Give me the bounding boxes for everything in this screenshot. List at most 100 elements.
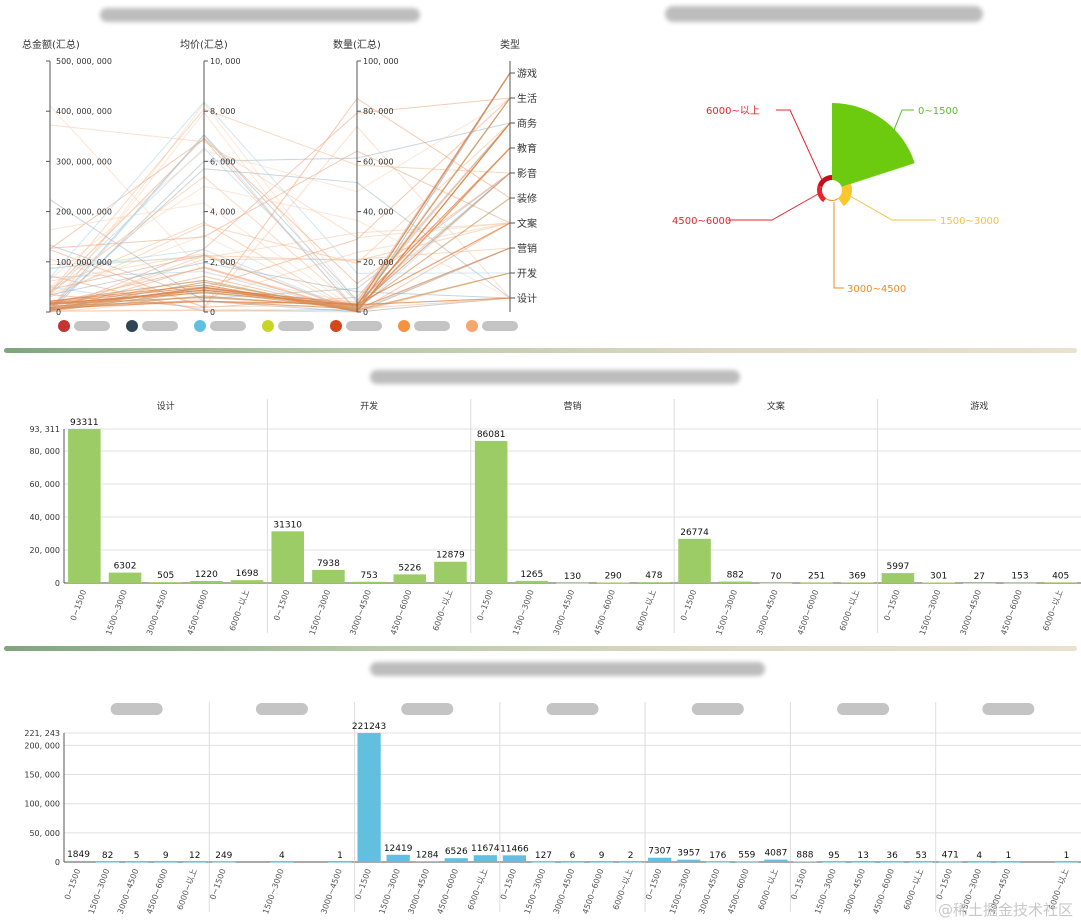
bar[interactable]	[996, 861, 1020, 863]
bar[interactable]	[473, 855, 497, 862]
pc-line	[49, 222, 511, 313]
bar[interactable]	[840, 582, 874, 583]
bar[interactable]	[851, 861, 875, 863]
bar[interactable]	[271, 531, 305, 583]
bar[interactable]	[589, 861, 614, 863]
bar[interactable]	[68, 429, 101, 583]
bar[interactable]	[95, 861, 120, 863]
bar[interactable]	[515, 580, 549, 583]
legend-label-blurred	[346, 321, 382, 331]
bar-value-label: 12	[189, 851, 200, 861]
panel-title: 文案	[767, 400, 785, 412]
bar[interactable]	[1003, 582, 1037, 584]
bar[interactable]	[963, 582, 996, 584]
bar[interactable]	[352, 581, 386, 583]
bar[interactable]	[149, 582, 182, 583]
rose-sector-1500-3000[interactable]	[837, 183, 852, 207]
bar[interactable]	[108, 572, 142, 583]
bar[interactable]	[938, 861, 962, 863]
legend-dot[interactable]	[330, 320, 342, 332]
bar[interactable]	[190, 580, 223, 583]
bar[interactable]	[596, 582, 630, 584]
bar[interactable]	[677, 859, 701, 862]
x-tick-label: 1500~3000	[813, 868, 838, 916]
bar[interactable]	[444, 858, 468, 862]
bar[interactable]	[556, 582, 589, 584]
bar[interactable]	[967, 861, 991, 863]
bar[interactable]	[212, 861, 236, 863]
bar-value-label: 290	[605, 572, 622, 582]
x-tick-label: 0~1500	[789, 868, 808, 901]
bar[interactable]	[909, 861, 933, 863]
y-tick-label: 20, 000	[29, 546, 60, 555]
bar[interactable]	[922, 582, 955, 584]
bar[interactable]	[386, 854, 410, 862]
x-tick-label: 4500~6000	[186, 589, 211, 637]
bar[interactable]	[66, 860, 91, 862]
rose-label: 1500~3000	[940, 216, 999, 227]
bar[interactable]	[764, 859, 788, 862]
bar[interactable]	[357, 733, 381, 862]
panel-title-blurred	[546, 703, 599, 715]
bar[interactable]	[881, 573, 915, 583]
bar[interactable]	[502, 855, 527, 862]
legend-dot[interactable]	[58, 320, 70, 332]
bar[interactable]	[415, 861, 439, 862]
bar-value-label: 5997	[886, 562, 909, 572]
x-tick-label: 0~1500	[935, 868, 954, 901]
bar[interactable]	[531, 861, 556, 863]
bar[interactable]	[793, 861, 817, 863]
rose-sector-4500-6000[interactable]	[817, 185, 827, 203]
legend-dot[interactable]	[398, 320, 410, 332]
legend-dot[interactable]	[194, 320, 206, 332]
bar[interactable]	[230, 580, 264, 583]
pc-line	[49, 262, 511, 299]
bar[interactable]	[393, 574, 427, 583]
bar[interactable]	[474, 440, 508, 583]
pc-line	[49, 97, 511, 308]
panel-title: 营销	[563, 400, 581, 412]
rose-label: 3000~4500	[847, 284, 906, 295]
bar-value-label: 4	[279, 851, 285, 861]
rose-sector-0-1500[interactable]	[832, 103, 915, 187]
bar[interactable]	[183, 861, 207, 863]
legend-dot[interactable]	[466, 320, 478, 332]
bar[interactable]	[434, 561, 467, 583]
bar-value-label: 888	[796, 850, 813, 860]
bar-value-label: 70	[770, 572, 782, 582]
bar[interactable]	[880, 861, 904, 863]
bar[interactable]	[735, 861, 759, 863]
panel-title-blurred	[691, 703, 744, 715]
bar[interactable]	[648, 857, 672, 862]
bar[interactable]	[637, 582, 671, 583]
pc-line	[49, 97, 511, 311]
legend-dot[interactable]	[126, 320, 138, 332]
x-tick-label: 4500~6000	[389, 589, 414, 637]
bar-value-label: 882	[727, 571, 744, 581]
bar[interactable]	[125, 861, 149, 863]
pc-tick-label: 6, 000	[210, 157, 235, 166]
bar[interactable]	[618, 861, 643, 863]
pc-line	[49, 175, 511, 310]
bar[interactable]	[706, 861, 730, 863]
pc-tick-label: 80, 000	[363, 107, 394, 116]
bar[interactable]	[1054, 861, 1079, 863]
legend-dot[interactable]	[262, 320, 274, 332]
pc-category-label: 文案	[517, 217, 537, 230]
rose-sector-6000-up[interactable]	[817, 175, 832, 187]
bar[interactable]	[759, 582, 793, 584]
legend-label-blurred	[74, 321, 110, 331]
bar[interactable]	[328, 861, 352, 863]
bar[interactable]	[312, 569, 345, 583]
bar[interactable]	[270, 861, 294, 863]
rose-sector-3000-4500[interactable]	[825, 198, 839, 201]
bar[interactable]	[1044, 582, 1077, 583]
bar[interactable]	[822, 861, 846, 863]
bar[interactable]	[560, 861, 585, 863]
bar[interactable]	[800, 582, 833, 584]
bar[interactable]	[678, 538, 711, 583]
bar[interactable]	[718, 581, 752, 583]
bar-value-label: 130	[564, 572, 581, 582]
x-tick-label: 3000~4500	[145, 589, 170, 637]
bar[interactable]	[154, 861, 178, 863]
